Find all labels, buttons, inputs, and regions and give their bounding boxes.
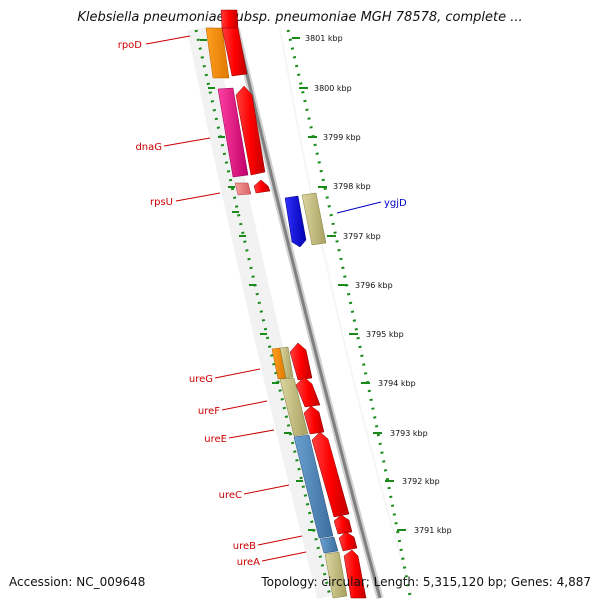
tick-label: 3792 kbp [402,477,440,486]
backbone [234,27,382,599]
tick-label: 3798 kbp [333,182,371,191]
feature-ygjD-olive[interactable] [301,192,327,246]
gene-label-ureF[interactable]: ureF [198,406,220,417]
gene-label-ureB[interactable]: ureB [233,541,256,552]
feature-ureA-olive[interactable] [324,551,348,599]
feature-ureF-olive[interactable] [279,377,309,437]
tick-label: 3794 kbp [378,379,416,388]
tick-label: 3795 kbp [366,330,404,339]
scale-labels: 3801 kbp 3800 kbp 3799 kbp 3798 kbp 3797… [305,34,452,535]
tick-label: 3796 kbp [355,281,393,290]
feature-top-arrow[interactable] [220,9,239,29]
feature-ygjD-blue[interactable] [284,195,307,248]
feature-ureF-arrow[interactable] [295,376,321,408]
scale-ticks [292,37,406,531]
gene-labels: rpoD dnaG rpsU ygjD ureG ureF ureE ureC … [118,40,407,568]
feature-ureG-arrow[interactable] [289,342,313,381]
feature-rpsU-arrow[interactable] [253,179,271,194]
feature-dnaG-magenta[interactable] [217,87,249,178]
feature-ureB-steel[interactable] [319,536,339,554]
gene-label-ureC[interactable]: ureC [219,490,242,501]
feature-ureB-arrow[interactable] [333,514,353,535]
gene-label-rpoD[interactable]: rpoD [118,40,143,51]
accession-text: Accession: NC_009648 [9,575,146,589]
gene-label-ygjD[interactable]: ygjD [384,198,407,209]
feature-ureA-arrow[interactable] [338,531,358,552]
feature-ureG-olive[interactable] [279,346,294,379]
inner-ring-ticks [200,39,315,531]
gene-label-ureA[interactable]: ureA [237,557,260,568]
feature-rpsU-pink[interactable] [234,182,252,196]
summary-text: Topology: circular; Length: 5,315,120 bp… [261,575,591,589]
inner-tick-ring [194,29,332,597]
tick-label: 3799 kbp [323,133,361,142]
scale-tick-ring [286,29,412,597]
feature-ureE-arrow[interactable] [303,405,325,435]
track-shading [187,25,343,600]
feature-ureC-arrow[interactable] [311,431,350,518]
tick-label: 3791 kbp [414,526,452,535]
map-title: Klebsiella pneumoniae subsp. pneumoniae … [77,10,523,25]
gene-label-rpsU[interactable]: rpsU [150,197,173,208]
gene-label-ureE[interactable]: ureE [204,434,227,445]
tick-label: 3800 kbp [314,84,352,93]
gene-label-dnaG[interactable]: dnaG [135,142,162,153]
gene-label-ureG[interactable]: ureG [189,374,213,385]
feature-ureA-arrow2[interactable] [343,549,367,599]
track-shading-outer [279,27,413,597]
feature-dnaG-arrow[interactable] [235,85,266,176]
feature-ureC-steel[interactable] [293,434,334,539]
feature-rpoD-orange[interactable] [205,27,230,79]
tick-label: 3797 kbp [343,232,381,241]
label-leaders [145,35,382,562]
tick-label: 3793 kbp [390,429,428,438]
tick-label: 3801 kbp [305,34,343,43]
